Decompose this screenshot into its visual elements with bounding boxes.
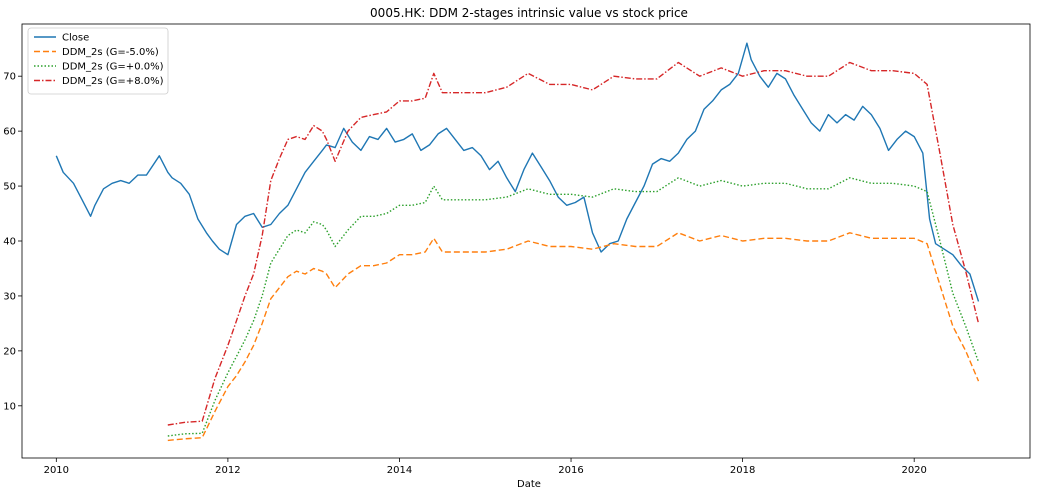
y-tick-label: 30 bbox=[3, 291, 16, 302]
series-line bbox=[167, 232, 980, 442]
x-axis-label: Date bbox=[517, 479, 541, 490]
legend-box bbox=[27, 27, 169, 95]
y-tick-label: 10 bbox=[3, 401, 16, 412]
series-line bbox=[167, 177, 980, 437]
x-tick-label: 2016 bbox=[558, 465, 583, 476]
y-tick-label: 20 bbox=[3, 346, 16, 357]
y-tick-label: 60 bbox=[3, 127, 16, 138]
x-tick-label: 2010 bbox=[44, 465, 69, 476]
legend: Close DDM_2s (G=-5.0%) DDM_2s (G=+0.0%) DDM… bbox=[27, 27, 169, 95]
series-layer bbox=[55, 42, 980, 442]
y-tick-label: 50 bbox=[3, 182, 16, 193]
legend-entry: Close bbox=[62, 33, 89, 44]
x-tick-label: 2020 bbox=[901, 465, 926, 476]
y-axis: 10 20 30 40 50 60 70 bbox=[3, 72, 22, 412]
series-line bbox=[167, 61, 980, 426]
x-tick-label: 2018 bbox=[730, 465, 755, 476]
plot-frame bbox=[21, 23, 1031, 459]
chart-title: 0005.HK: DDM 2-stages intrinsic value vs… bbox=[370, 6, 688, 20]
y-tick-label: 70 bbox=[3, 72, 16, 83]
x-tick-label: 2014 bbox=[387, 465, 412, 476]
legend-entry: DDM_2s (G=+8.0%) bbox=[62, 76, 164, 87]
x-axis: 2010 2012 2014 2016 2018 2020 bbox=[44, 458, 927, 476]
legend-entry: DDM_2s (G=+0.0%) bbox=[62, 62, 164, 73]
legend-entry: DDM_2s (G=-5.0%) bbox=[62, 47, 159, 58]
y-tick-label: 40 bbox=[3, 237, 16, 248]
x-tick-label: 2012 bbox=[215, 465, 240, 476]
series-line bbox=[55, 42, 980, 302]
